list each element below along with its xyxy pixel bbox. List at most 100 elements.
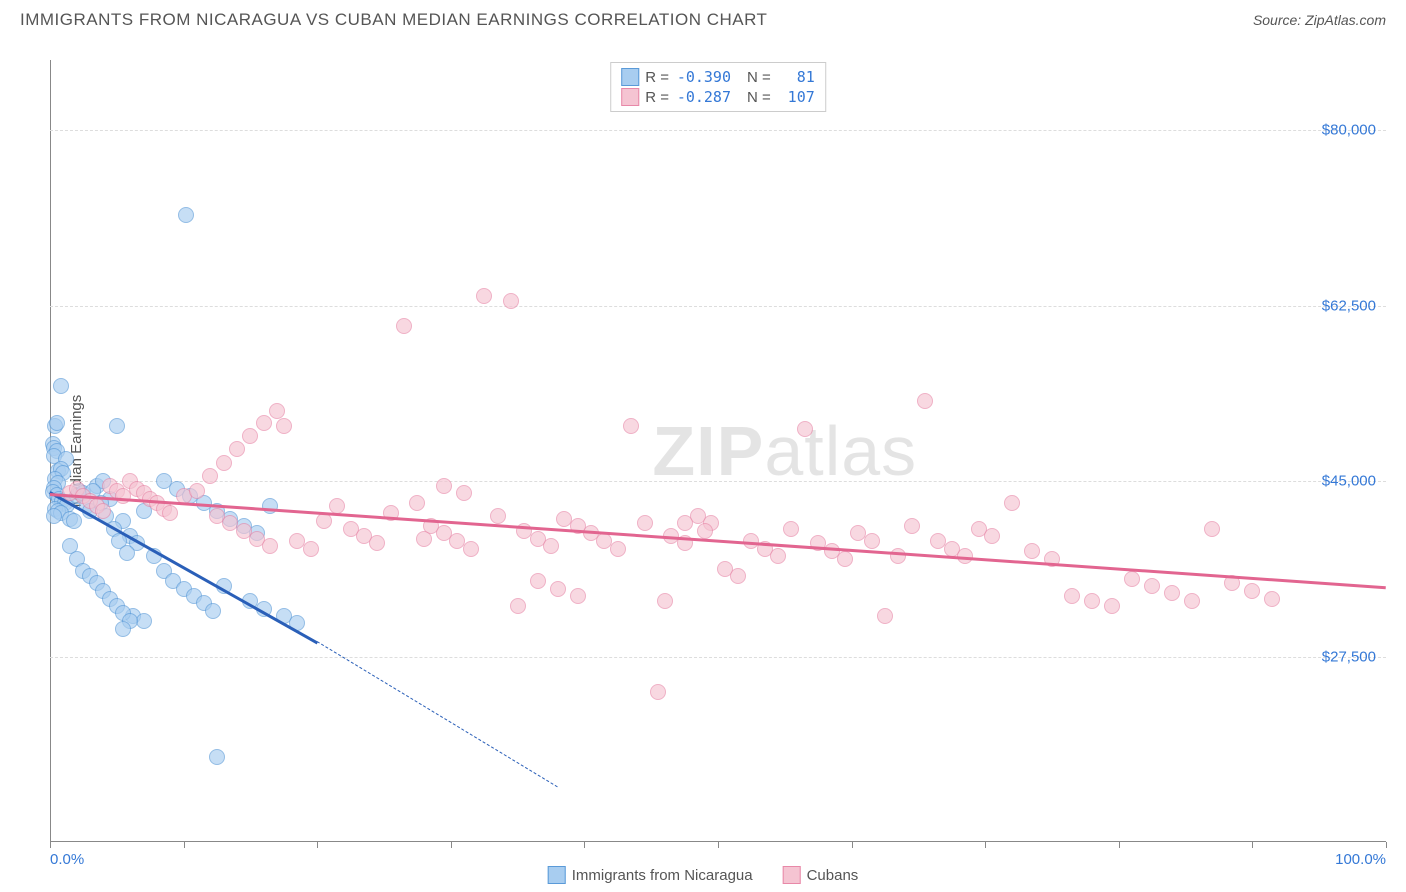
data-point bbox=[657, 593, 673, 609]
bottom-legend: Immigrants from Nicaragua Cubans bbox=[548, 866, 859, 884]
data-point bbox=[229, 441, 245, 457]
plot-region: ZIPatlas R = -0.390 N = 81 R = -0.287 N = 107 $… bbox=[50, 60, 1386, 842]
data-point bbox=[1244, 583, 1260, 599]
data-point bbox=[162, 505, 178, 521]
legend-swatch bbox=[783, 866, 801, 884]
stat-r-value: -0.287 bbox=[675, 88, 731, 106]
x-tick-label: 100.0% bbox=[1335, 851, 1386, 868]
data-point bbox=[436, 478, 452, 494]
x-tick bbox=[184, 842, 185, 848]
legend-item: Immigrants from Nicaragua bbox=[548, 866, 753, 884]
data-point bbox=[316, 513, 332, 529]
data-point bbox=[697, 523, 713, 539]
data-point bbox=[610, 541, 626, 557]
legend-item: Cubans bbox=[783, 866, 859, 884]
data-point bbox=[476, 288, 492, 304]
stat-n-value: 81 bbox=[777, 68, 815, 86]
data-point bbox=[409, 495, 425, 511]
data-point bbox=[543, 538, 559, 554]
stats-row: R = -0.390 N = 81 bbox=[621, 67, 815, 87]
legend-label: Immigrants from Nicaragua bbox=[572, 867, 753, 884]
data-point bbox=[119, 545, 135, 561]
x-tick bbox=[1119, 842, 1120, 848]
data-point bbox=[463, 541, 479, 557]
data-point bbox=[276, 418, 292, 434]
y-tick-label: $45,000 bbox=[1322, 473, 1376, 490]
data-point bbox=[490, 508, 506, 524]
trend-line bbox=[317, 642, 558, 788]
data-point bbox=[456, 485, 472, 501]
data-point bbox=[783, 521, 799, 537]
data-point bbox=[1144, 578, 1160, 594]
data-point bbox=[109, 418, 125, 434]
data-point bbox=[53, 378, 69, 394]
stat-n-label: N = bbox=[747, 89, 771, 106]
gridline bbox=[50, 130, 1386, 131]
data-point bbox=[1064, 588, 1080, 604]
x-tick bbox=[451, 842, 452, 848]
legend-swatch bbox=[621, 68, 639, 86]
watermark: ZIPatlas bbox=[652, 411, 917, 491]
data-point bbox=[202, 468, 218, 484]
data-point bbox=[416, 531, 432, 547]
data-point bbox=[877, 608, 893, 624]
data-point bbox=[510, 598, 526, 614]
data-point bbox=[256, 415, 272, 431]
data-point bbox=[890, 548, 906, 564]
data-point bbox=[837, 551, 853, 567]
data-point bbox=[797, 421, 813, 437]
x-tick bbox=[985, 842, 986, 848]
y-tick-label: $62,500 bbox=[1322, 297, 1376, 314]
gridline bbox=[50, 657, 1386, 658]
data-point bbox=[46, 508, 62, 524]
data-point bbox=[189, 483, 205, 499]
chart-source: Source: ZipAtlas.com bbox=[1253, 12, 1386, 28]
x-tick bbox=[1252, 842, 1253, 848]
stat-n-label: N = bbox=[747, 69, 771, 86]
x-tick bbox=[1386, 842, 1387, 848]
data-point bbox=[1204, 521, 1220, 537]
data-point bbox=[209, 749, 225, 765]
data-point bbox=[570, 588, 586, 604]
stat-r-label: R = bbox=[645, 89, 669, 106]
data-point bbox=[115, 621, 131, 637]
stat-n-value: 107 bbox=[777, 88, 815, 106]
data-point bbox=[369, 535, 385, 551]
data-point bbox=[730, 568, 746, 584]
x-tick bbox=[718, 842, 719, 848]
data-point bbox=[216, 455, 232, 471]
x-tick bbox=[852, 842, 853, 848]
legend-label: Cubans bbox=[807, 867, 859, 884]
x-tick bbox=[584, 842, 585, 848]
data-point bbox=[178, 207, 194, 223]
data-point bbox=[984, 528, 1000, 544]
data-point bbox=[650, 684, 666, 700]
data-point bbox=[1004, 495, 1020, 511]
data-point bbox=[530, 573, 546, 589]
data-point bbox=[917, 393, 933, 409]
y-tick-label: $27,500 bbox=[1322, 648, 1376, 665]
data-point bbox=[770, 548, 786, 564]
data-point bbox=[1024, 543, 1040, 559]
chart-area: Median Earnings ZIPatlas R =-0.390N =81R… bbox=[50, 60, 1386, 842]
stat-r-value: -0.390 bbox=[675, 68, 731, 86]
chart-title: IMMIGRANTS FROM NICARAGUA VS CUBAN MEDIA… bbox=[20, 10, 767, 30]
data-point bbox=[1164, 585, 1180, 601]
stat-r-label: R = bbox=[645, 69, 669, 86]
data-point bbox=[262, 538, 278, 554]
x-tick-label: 0.0% bbox=[50, 851, 84, 868]
correlation-stats-box: R = -0.390 N = 81 R = -0.287 N = 107 bbox=[610, 62, 826, 112]
chart-header: IMMIGRANTS FROM NICARAGUA VS CUBAN MEDIA… bbox=[0, 0, 1406, 30]
data-point bbox=[1184, 593, 1200, 609]
data-point bbox=[677, 515, 693, 531]
data-point bbox=[269, 403, 285, 419]
gridline bbox=[50, 306, 1386, 307]
legend-swatch bbox=[621, 88, 639, 106]
data-point bbox=[1124, 571, 1140, 587]
data-point bbox=[205, 603, 221, 619]
data-point bbox=[1104, 598, 1120, 614]
data-point bbox=[904, 518, 920, 534]
data-point bbox=[303, 541, 319, 557]
data-point bbox=[49, 415, 65, 431]
data-point bbox=[864, 533, 880, 549]
